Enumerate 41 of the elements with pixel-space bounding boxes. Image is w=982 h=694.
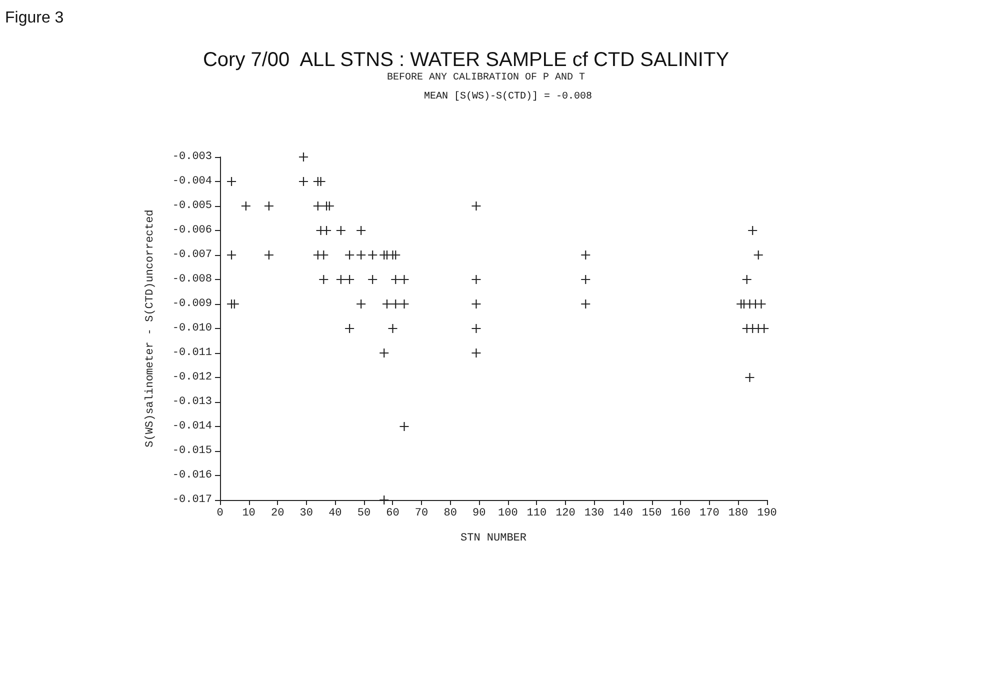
x-tick-label: 80 (444, 508, 457, 520)
y-tick-label: -0.007 (172, 249, 212, 261)
y-tick-label: -0.016 (172, 470, 212, 482)
y-tick-label: -0.003 (172, 151, 212, 163)
y-tick-label: -0.017 (172, 494, 212, 506)
x-tick-label: 190 (757, 508, 777, 520)
x-tick-label: 150 (642, 508, 662, 520)
x-tick-label: 130 (584, 508, 604, 520)
x-tick-label: 20 (270, 508, 284, 520)
x-tick-label: 30 (300, 508, 313, 520)
x-tick-label: 90 (472, 508, 486, 520)
x-tick-label: 110 (526, 508, 547, 520)
chart-title: Cory 7/00 ALL STNS : WATER SAMPLE cf CTD SALINITY (202, 49, 730, 71)
x-tick-label: 120 (556, 508, 576, 520)
x-tick-label: 70 (414, 508, 428, 520)
x-tick-label: 60 (386, 508, 400, 520)
x-tick-label: 140 (613, 508, 633, 520)
y-tick-label: -0.009 (172, 298, 212, 310)
chart-subtitle: BEFORE ANY CALIBRATION OF P AND T (386, 72, 586, 84)
y-tick-label: -0.011 (172, 347, 212, 359)
y-axis-title: S(WS)salinometer - S(CTD)uncorrected (144, 210, 156, 448)
x-tick-label: 10 (242, 508, 256, 520)
x-axis-title: STN NUMBER (460, 532, 527, 544)
y-tick-label: -0.015 (172, 445, 212, 457)
y-tick-label: -0.005 (172, 200, 212, 212)
x-tick-label: 50 (357, 508, 371, 520)
y-tick-label: -0.014 (172, 420, 212, 432)
y-tick-label: -0.006 (172, 224, 212, 236)
x-tick-label: 180 (728, 508, 748, 520)
y-tick-label: -0.004 (172, 176, 212, 188)
y-tick-label: -0.010 (172, 322, 212, 334)
x-tick-label: 100 (498, 508, 518, 520)
text: MEAN [S(WS)-S(CTD)] = -0.008 (424, 90, 592, 102)
y-tick-label: -0.012 (172, 372, 212, 384)
x-tick-label: 40 (328, 508, 342, 520)
y-tick-label: -0.013 (172, 396, 212, 408)
y-tick-label: -0.008 (172, 274, 212, 286)
caption: Figure 3 (5, 10, 64, 26)
x-tick-label: 160 (670, 508, 691, 520)
x-tick-label: 0 (216, 508, 224, 520)
x-tick-label: 170 (700, 508, 720, 520)
